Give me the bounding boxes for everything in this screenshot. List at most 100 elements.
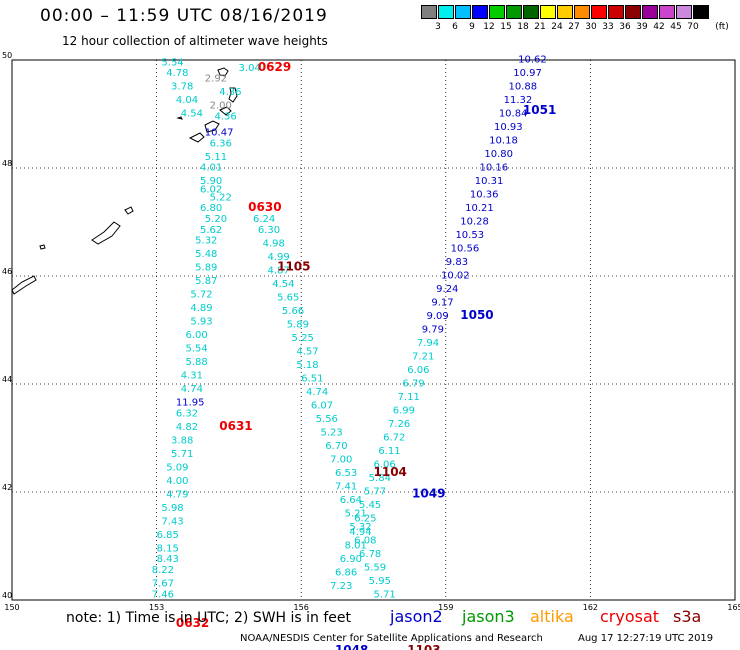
swh-value: 2.00 (210, 101, 232, 112)
swh-value: 8.43 (157, 554, 179, 565)
colorbar-swatch (506, 5, 522, 19)
colorbar-swatch (472, 5, 488, 19)
swh-value: 4.00 (166, 476, 188, 487)
swh-value: 10.88 (508, 82, 537, 93)
swh-value: 4.31 (181, 371, 203, 382)
colorbar-label: 18 (517, 22, 529, 32)
swh-value: 4.04 (176, 95, 198, 106)
coastline (91, 221, 121, 245)
swh-value: 4.82 (176, 422, 198, 433)
colorbar-swatch (642, 5, 658, 19)
swh-value: 4.94 (349, 527, 371, 538)
swh-value: 3.88 (171, 435, 193, 446)
swh-value: 5.54 (186, 344, 208, 355)
colorbar-label: 15 (500, 22, 512, 32)
swh-value: 6.70 (325, 441, 347, 452)
swh-value: 6.25 (354, 514, 376, 525)
swh-value: 5.98 (161, 503, 183, 514)
coastline (11, 275, 37, 295)
swh-value: 5.32 (195, 236, 217, 247)
lon-tick-label: 153 (149, 603, 164, 612)
colorbar-label: 45 (670, 22, 682, 32)
swh-value: 7.46 (152, 589, 174, 600)
swh-value: 4.79 (166, 489, 188, 500)
page-title: 00:00 – 11:59 UTC 08/16/2019 (40, 6, 328, 26)
swh-value: 5.65 (277, 292, 299, 303)
swh-value: 5.93 (190, 317, 212, 328)
swh-value: 10.16 (480, 163, 509, 174)
coastline (188, 132, 205, 143)
swh-value: 4.01 (200, 163, 222, 174)
mission-jason3: jason3 (462, 607, 515, 626)
swh-value: 5.95 (369, 576, 391, 587)
mission-cryosat: cryosat (600, 607, 660, 626)
swh-value: 5.90 (200, 176, 222, 187)
swh-value: 6.32 (176, 408, 198, 419)
swh-value: 7.67 (152, 579, 174, 590)
swh-value: 6.78 (359, 549, 381, 560)
swh-value: 10.18 (489, 136, 518, 147)
lat-tick-label: 42 (2, 483, 12, 492)
pass-time-label: 1105 (277, 260, 310, 274)
colorbar-label: 21 (534, 22, 546, 32)
coastline (39, 244, 46, 250)
swh-value: 5.32 (349, 522, 371, 533)
swh-value: 7.41 (335, 481, 357, 492)
swh-value: 8.22 (152, 565, 174, 576)
swh-value: 10.97 (513, 68, 542, 79)
swh-value: 5.09 (166, 462, 188, 473)
colorbar-label: 6 (452, 22, 458, 32)
swh-value: 9.24 (436, 284, 458, 295)
pass-time-label: 0629 (258, 60, 291, 74)
swh-value: 9.79 (422, 325, 444, 336)
swh-value: 6.30 (258, 225, 280, 236)
swh-value: 5.77 (364, 487, 386, 498)
swh-value: 10.02 (441, 271, 470, 282)
swh-value: 7.26 (388, 419, 410, 430)
swh-value: 5.89 (195, 263, 217, 274)
swh-value: 5.22 (210, 192, 232, 203)
swh-value: 9.17 (431, 298, 453, 309)
swh-value: 7.43 (161, 516, 183, 527)
swh-value: 9.83 (446, 257, 468, 268)
pass-time-label: 1104 (374, 465, 407, 479)
swh-value: 5.72 (190, 290, 212, 301)
swh-value: 5.56 (316, 414, 338, 425)
swh-value: 6.80 (200, 203, 222, 214)
swh-value: 10.21 (465, 203, 494, 214)
lon-tick-label: 165 (727, 603, 740, 612)
swh-value: 4.74 (181, 384, 203, 395)
swh-value: 10.93 (494, 122, 523, 133)
lat-tick-label: 40 (2, 591, 12, 600)
swh-value: 6.07 (311, 400, 333, 411)
swh-value: 6.36 (210, 138, 232, 149)
colorbar-label: 27 (568, 22, 580, 32)
lat-tick-label: 44 (2, 375, 12, 384)
swh-value: 8.01 (345, 541, 367, 552)
pass-time-label: 1050 (460, 308, 493, 322)
swh-value: 9.09 (427, 311, 449, 322)
page-subtitle: 12 hour collection of altimeter wave hei… (62, 34, 328, 48)
coastline (124, 206, 134, 215)
pass-time-label: 1048 (335, 643, 368, 650)
pass-time-label: 0632 (176, 616, 209, 630)
colorbar-swatch (489, 5, 505, 19)
colorbar-swatch (591, 5, 607, 19)
swh-value: 5.11 (205, 152, 227, 163)
coastline (219, 106, 232, 116)
swh-value: 5.21 (345, 508, 367, 519)
pass-time-label: 0630 (248, 200, 281, 214)
coastline (176, 116, 183, 120)
swh-value: 10.36 (470, 190, 499, 201)
swh-value: 6.99 (393, 406, 415, 417)
swh-value: 5.25 (292, 333, 314, 344)
swh-value: 4.99 (267, 252, 289, 263)
pass-time-label: 1049 (412, 486, 445, 500)
lon-tick-label: 156 (294, 603, 309, 612)
swh-value: 4.87 (267, 265, 289, 276)
lat-tick-label: 48 (2, 159, 12, 168)
swh-value: 5.71 (171, 449, 193, 460)
swh-value: 5.23 (320, 427, 342, 438)
coastline (204, 120, 220, 133)
swh-value: 7.00 (330, 454, 352, 465)
